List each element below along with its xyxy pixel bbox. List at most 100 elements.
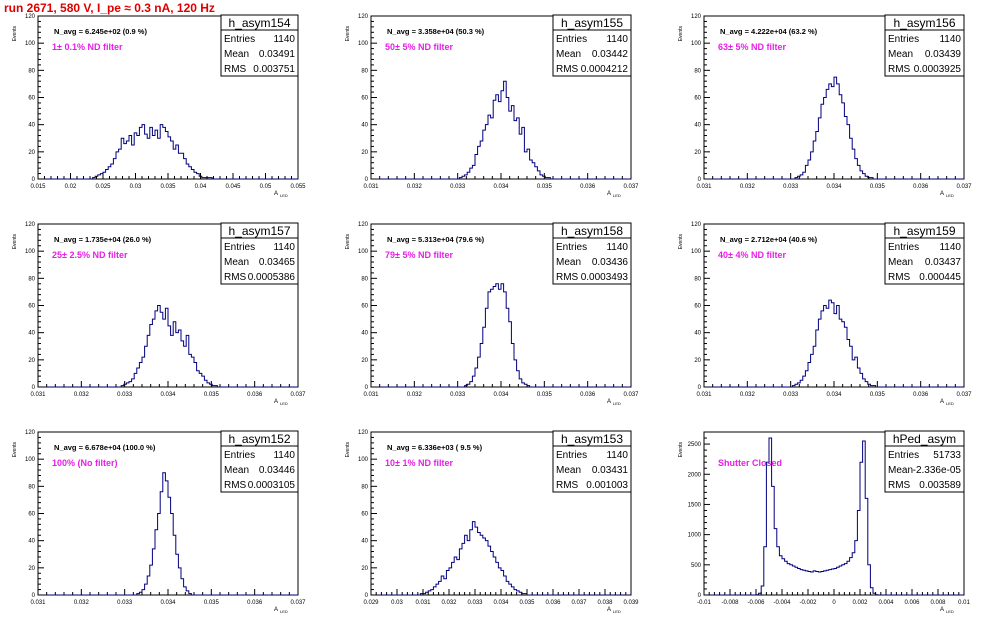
y-tick-label: 120 xyxy=(358,430,369,436)
x-tick-label: 0.036 xyxy=(247,392,263,398)
y-tick-label: 20 xyxy=(28,150,35,156)
stats-label-mean: Mean xyxy=(556,465,581,476)
histogram-name: h_asym154 xyxy=(228,16,290,30)
stats-value-entries: 1140 xyxy=(606,450,628,461)
y-tick-label: 60 xyxy=(28,512,35,518)
x-tick-label: 0.031 xyxy=(30,392,46,398)
stats-value-rms: 0.000445 xyxy=(919,272,961,283)
histogram-panel-h_asym152: 0.031 0.032 0.033 0.034 0.035 0.036 0.037 A LED 0… xyxy=(12,430,306,614)
stats-value-mean: 0.03465 xyxy=(259,257,296,268)
y-tick-label: 120 xyxy=(691,14,702,20)
histogram-series xyxy=(371,283,631,387)
histogram-panel-h_asym157: 0.031 0.032 0.033 0.034 0.035 0.036 0.037 A LED 0… xyxy=(12,222,306,406)
navg-label: N_avg = 6.678e+04 (100.0 %) xyxy=(54,443,156,452)
stats-label-rms: RMS xyxy=(556,64,579,75)
y-tick-label: 20 xyxy=(361,358,368,364)
stats-value-mean: 0.03491 xyxy=(259,49,296,60)
x-tick-label: 0 xyxy=(832,600,836,606)
stats-label-entries: Entries xyxy=(556,242,587,253)
x-tick-label: 0.02 xyxy=(65,184,77,190)
stats-label-entries: Entries xyxy=(888,450,919,461)
x-tick-label: 0.033 xyxy=(467,600,483,606)
navg-label: N_avg = 6.336e+03 ( 9.5 %) xyxy=(387,443,483,452)
x-tick-label: 0.032 xyxy=(740,392,756,398)
x-tick-label: 0.032 xyxy=(441,600,457,606)
histogram-series xyxy=(371,521,631,595)
stats-label-mean: Mean xyxy=(224,49,249,60)
histogram-name: h_asym152 xyxy=(228,432,290,446)
filter-annotation: 50± 5% ND filter xyxy=(385,42,453,52)
x-axis-label: A xyxy=(274,399,278,405)
x-tick-label: 0.004 xyxy=(878,600,894,606)
histogram-series xyxy=(704,299,964,387)
histogram-series xyxy=(371,80,631,179)
x-tick-label: 0.034 xyxy=(493,392,509,398)
y-tick-label: 60 xyxy=(361,512,368,518)
x-tick-label: 0.031 xyxy=(363,392,379,398)
x-tick-label: 0.032 xyxy=(74,600,90,606)
x-tick-label: 0.033 xyxy=(117,600,133,606)
stats-label-rms: RMS xyxy=(888,480,911,491)
stats-value-rms: 0.003589 xyxy=(919,480,961,491)
stats-value-entries: 51733 xyxy=(933,450,961,461)
stats-label-rms: RMS xyxy=(888,64,911,75)
y-tick-label: 100 xyxy=(358,41,369,47)
x-tick-label: 0.033 xyxy=(117,392,133,398)
histogram-panel-h_asym153: 0.029 0.03 0.031 0.032 0.033 0.034 0.035 0.036 0… xyxy=(345,430,639,614)
y-axis-label: Events xyxy=(678,442,684,458)
x-tick-label: 0.04 xyxy=(195,184,207,190)
histogram-name: h_asym156 xyxy=(893,16,955,30)
x-tick-label: 0.039 xyxy=(623,600,639,606)
x-axis-label: A xyxy=(274,191,278,197)
x-tick-label: -0.01 xyxy=(697,600,711,606)
stats-label-mean: Mean xyxy=(888,257,913,268)
x-tick-label: 0.031 xyxy=(696,184,712,190)
navg-label: N_avg = 4.222e+04 (63.2 %) xyxy=(720,27,818,36)
stats-label-entries: Entries xyxy=(224,34,255,45)
stats-box xyxy=(220,222,299,285)
x-tick-label: 0.045 xyxy=(225,184,241,190)
x-axis-label-sub: LED xyxy=(280,609,288,614)
stats-value-mean: 0.03446 xyxy=(259,465,296,476)
y-tick-label: 40 xyxy=(28,331,35,337)
x-axis-label-sub: LED xyxy=(280,193,288,198)
stats-value-mean: 0.03437 xyxy=(925,257,962,268)
x-tick-label: 0.008 xyxy=(930,600,946,606)
y-axis-label: Events xyxy=(678,26,684,42)
x-tick-label: 0.034 xyxy=(160,600,176,606)
y-tick-label: 80 xyxy=(361,484,368,490)
y-tick-label: 20 xyxy=(694,150,701,156)
y-tick-label: 100 xyxy=(25,41,36,47)
x-axis-label-sub: LED xyxy=(946,401,954,406)
stats-value-entries: 1140 xyxy=(939,242,961,253)
histogram-panel-h_asym159: 0.031 0.032 0.033 0.034 0.035 0.036 0.037 A LED 0… xyxy=(678,222,972,406)
stats-label-mean: Mean xyxy=(556,257,581,268)
y-tick-label: 2000 xyxy=(688,472,702,478)
x-tick-label: 0.006 xyxy=(904,600,920,606)
y-tick-label: 60 xyxy=(694,304,701,310)
x-tick-label: 0.037 xyxy=(571,600,587,606)
y-tick-label: 20 xyxy=(28,566,35,572)
y-tick-label: 40 xyxy=(28,123,35,129)
y-tick-label: 40 xyxy=(361,331,368,337)
y-tick-label: 80 xyxy=(361,68,368,74)
stats-value-rms: 0.0003493 xyxy=(581,272,629,283)
y-axis-label: Events xyxy=(12,26,18,42)
navg-label: N_avg = 1.735e+04 (26.0 %) xyxy=(54,235,152,244)
stats-value-entries: 1140 xyxy=(273,34,295,45)
x-tick-label: 0.036 xyxy=(913,392,929,398)
histogram-name: h_asym159 xyxy=(893,224,955,238)
x-tick-label: 0.03 xyxy=(130,184,142,190)
y-tick-label: 80 xyxy=(28,68,35,74)
y-tick-label: 120 xyxy=(358,14,369,20)
x-tick-label: 0.002 xyxy=(852,600,868,606)
x-tick-label: 0.037 xyxy=(623,184,639,190)
stats-value-mean: 0.03436 xyxy=(592,257,629,268)
y-tick-label: 40 xyxy=(361,539,368,545)
y-tick-label: 0 xyxy=(32,593,36,599)
histogram-panel-h_asym154: 0.015 0.02 0.025 0.03 0.035 0.04 0.045 0.05 0.05… xyxy=(12,14,306,198)
x-tick-label: 0.037 xyxy=(290,600,306,606)
x-tick-label: 0.034 xyxy=(826,184,842,190)
x-tick-label: 0.031 xyxy=(30,600,46,606)
